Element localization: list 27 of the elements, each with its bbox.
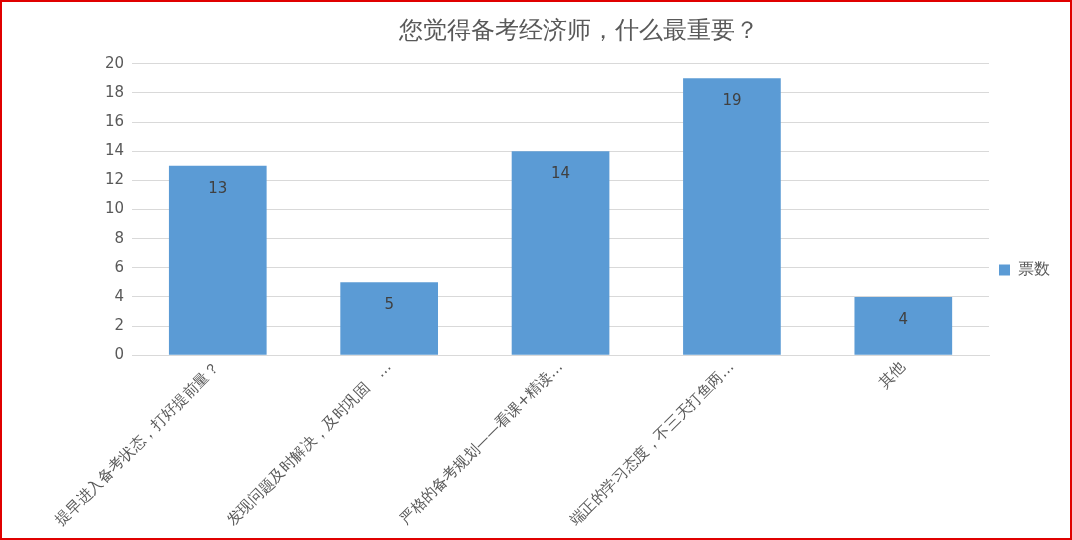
y-tick-label: 0	[114, 345, 125, 364]
data-label: 19	[722, 91, 742, 110]
bar	[854, 296, 953, 355]
y-tick-label: 18	[104, 82, 125, 101]
bar	[340, 282, 439, 355]
y-tick-label: 20	[104, 53, 125, 72]
bar	[511, 151, 610, 355]
x-tick-label: 严格的备考规划——看课+精读…	[396, 357, 567, 528]
data-label: 5	[384, 295, 394, 314]
legend-label: 票数	[1018, 259, 1050, 279]
y-tick-label: 6	[114, 257, 125, 276]
bar	[168, 165, 267, 355]
bar	[683, 78, 781, 355]
y-tick-label: 16	[104, 111, 125, 130]
data-label: 4	[898, 309, 909, 328]
x-tick-label: 端正的学习态度，不三天打鱼两…	[565, 357, 738, 530]
y-tick-label: 14	[104, 141, 125, 160]
data-label: 13	[208, 178, 228, 197]
y-tick-label: 2	[114, 315, 125, 334]
data-label: 14	[551, 164, 571, 183]
y-tick-label: 10	[104, 199, 125, 218]
y-tick-label: 12	[104, 170, 125, 189]
chart-title: 您觉得备考经济师，什么最重要？	[397, 15, 759, 44]
y-tick-label: 4	[114, 286, 125, 305]
x-tick-label: 发现问题及时解决，及时巩固 …	[222, 357, 395, 530]
y-tick-label: 8	[114, 228, 125, 247]
x-tick-label: 其他	[874, 357, 909, 392]
